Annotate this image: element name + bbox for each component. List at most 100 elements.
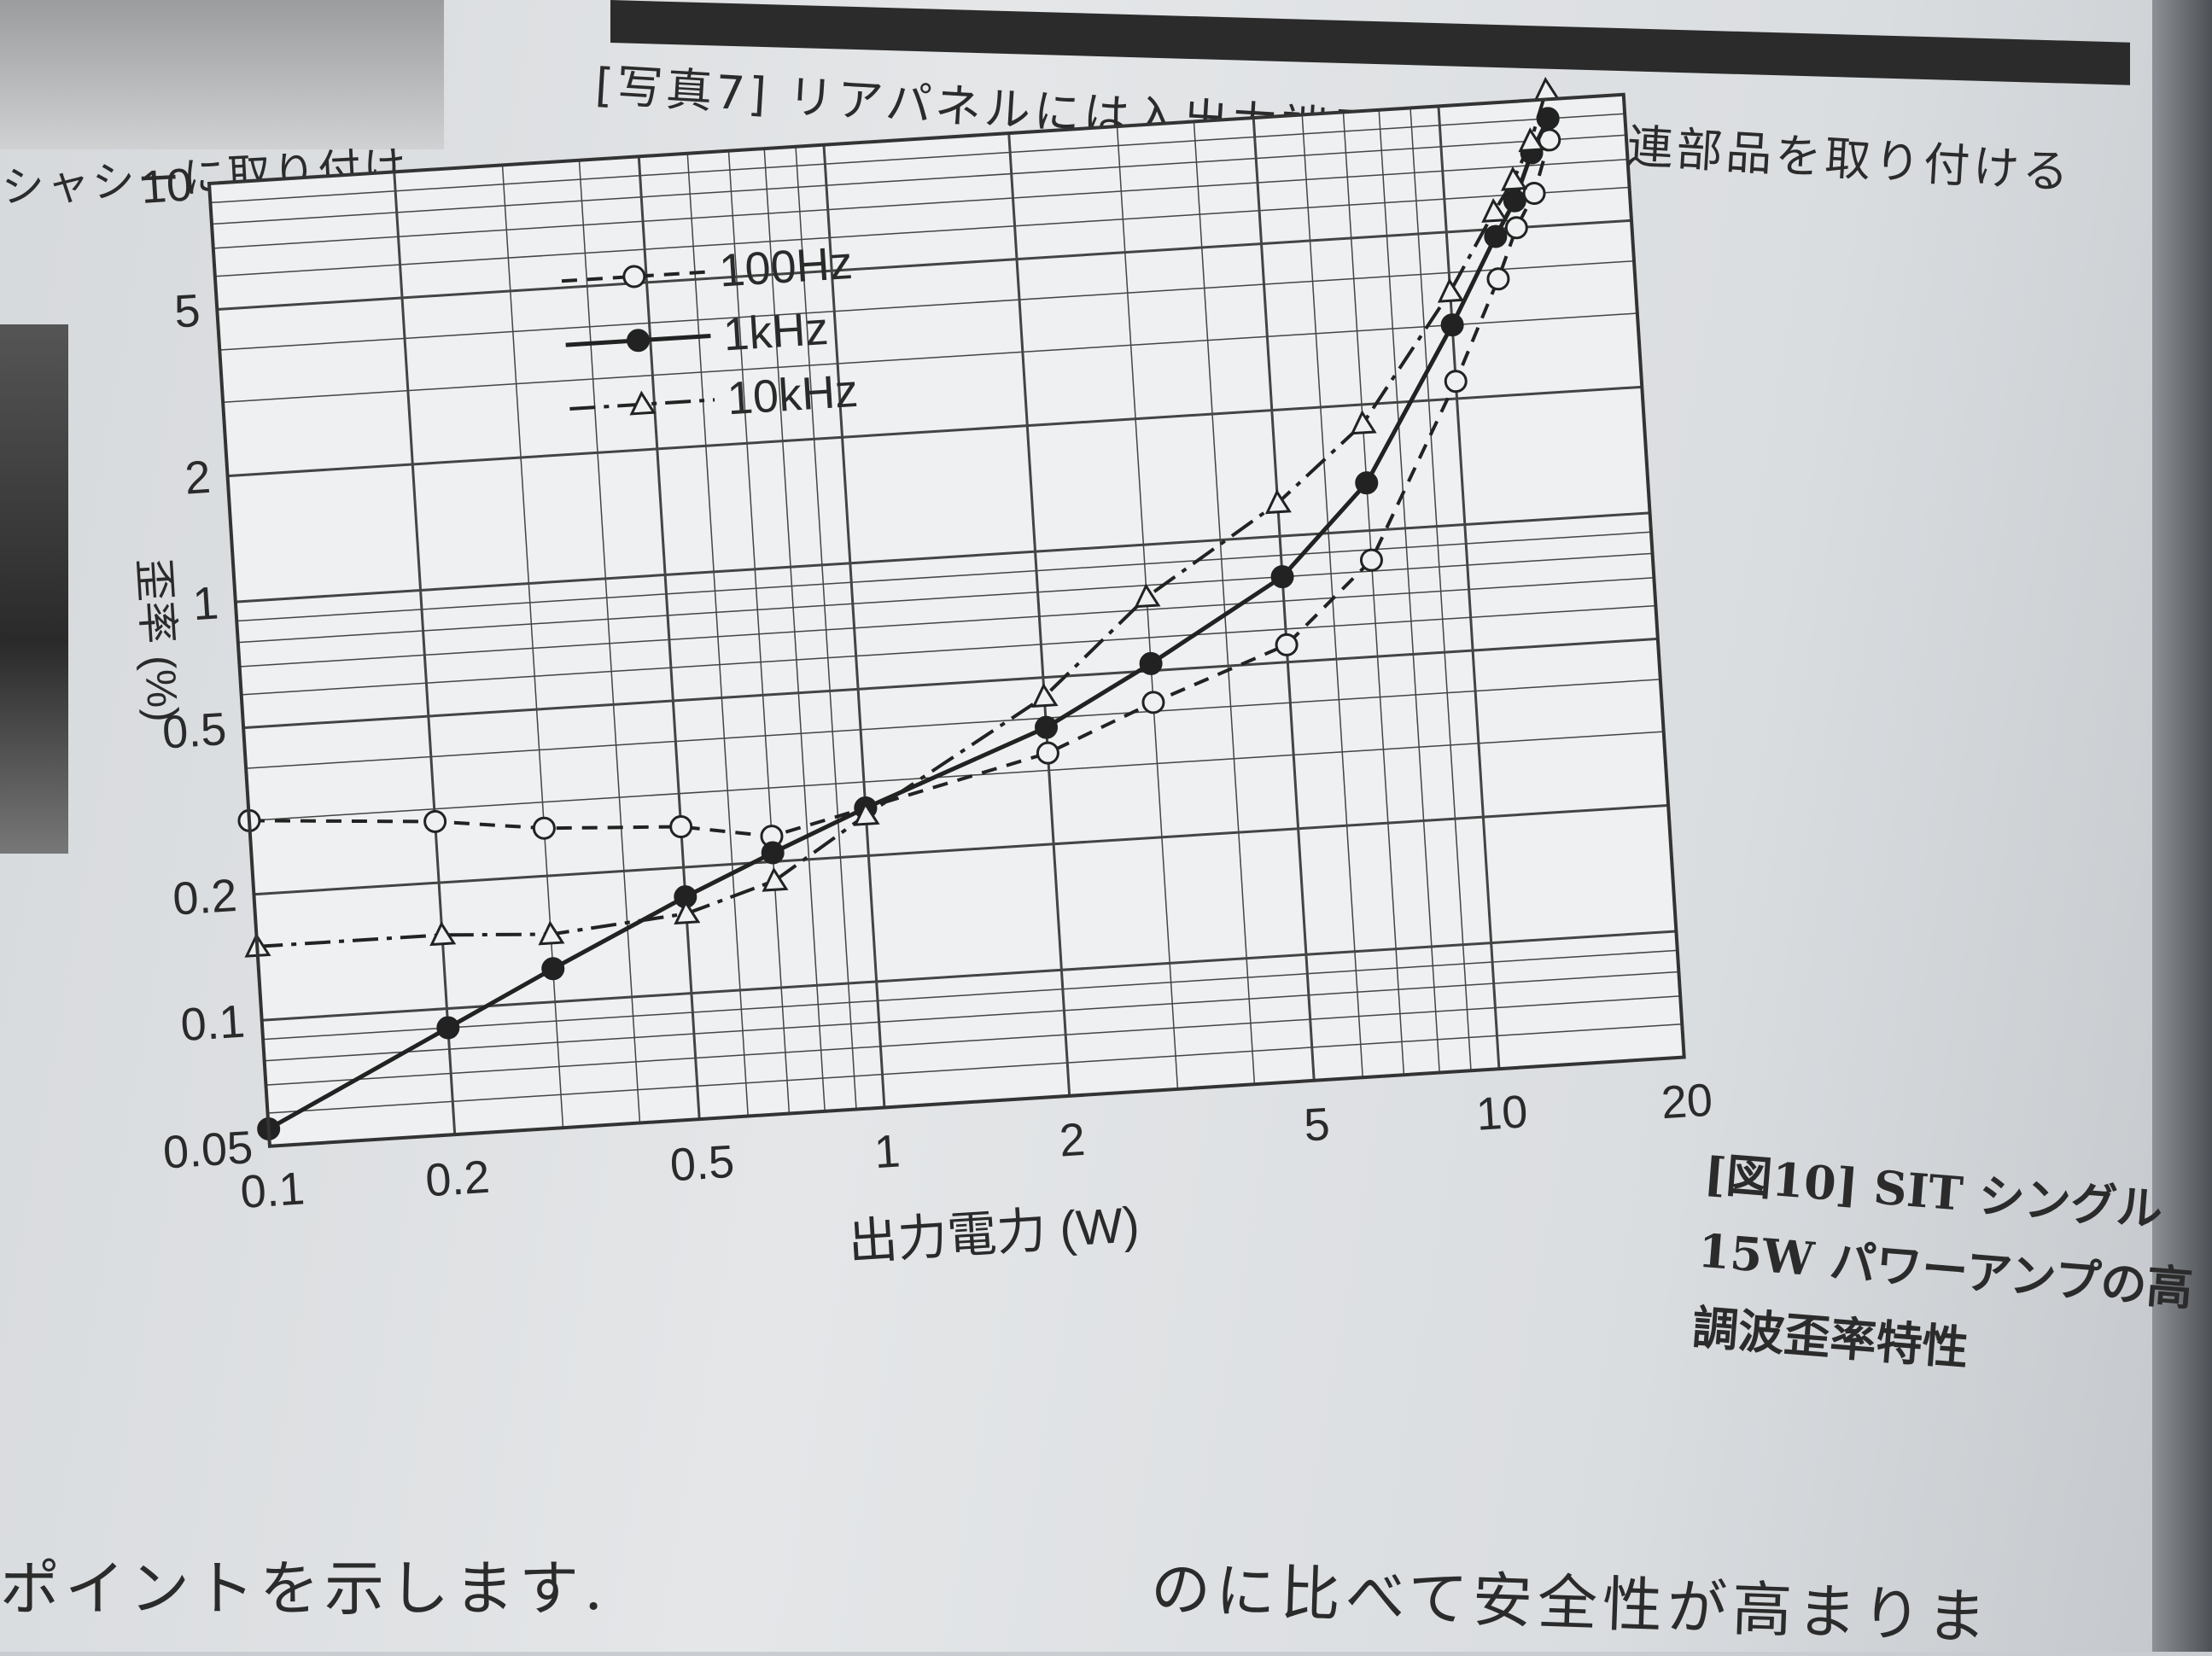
x-tick-label: 1 — [873, 1125, 902, 1178]
data-point-triangle — [674, 900, 701, 925]
data-point-open — [1359, 548, 1383, 572]
grid-line-y — [264, 971, 1679, 1062]
data-point-filled — [1139, 651, 1163, 675]
grid-line-x — [1378, 109, 1440, 1073]
data-point-open — [1141, 691, 1165, 714]
grid-line-y — [211, 134, 1626, 225]
grid-line-y — [223, 312, 1637, 404]
grid-line-x — [1409, 108, 1472, 1071]
data-point-triangle — [1350, 410, 1377, 435]
data-point-filled — [761, 841, 785, 865]
data-point-open — [1504, 216, 1528, 240]
grid-line-y — [263, 949, 1678, 1041]
data-point-triangle — [629, 390, 657, 416]
grid-line-y — [214, 186, 1630, 277]
data-point-triangle — [1031, 683, 1059, 708]
photo-fragment-top-left — [0, 0, 444, 149]
grid-line-x — [1342, 112, 1405, 1076]
data-point-filled — [1270, 565, 1294, 589]
data-point-filled — [436, 1016, 460, 1040]
data-point-open — [1275, 633, 1299, 656]
plot-frame — [207, 92, 1686, 1148]
grid-line-x — [1252, 117, 1316, 1081]
grid-line-x — [727, 150, 791, 1114]
figure-caption: [図10] SIT シングル 15W パワーアンプの高 調波歪率特性 — [1690, 1135, 2195, 1402]
legend-label: 1kHz — [721, 303, 830, 361]
grid-line-x — [578, 160, 641, 1123]
data-point-open — [1444, 370, 1468, 394]
y-tick-label: 0.5 — [161, 703, 228, 759]
legend-item: 100Hz — [561, 237, 855, 297]
data-point-triangle — [538, 920, 565, 946]
y-tick-label: 0.2 — [172, 870, 239, 925]
book-binding-shadow — [2152, 0, 2212, 1652]
grid-line-x — [686, 153, 749, 1117]
grid-line-y — [254, 803, 1669, 896]
y-tick-label: 1 — [191, 577, 220, 630]
data-point-open — [1522, 182, 1546, 206]
data-point-triangle — [429, 921, 457, 947]
y-tick-label: 2 — [184, 452, 213, 504]
data-point-filled — [1355, 471, 1379, 495]
y-tick-label: 0.05 — [161, 1122, 254, 1178]
data-point-filled — [1484, 224, 1508, 248]
data-point-triangle — [853, 801, 880, 826]
x-tick-label: 0.1 — [239, 1163, 306, 1218]
data-point-triangle — [1437, 277, 1464, 303]
data-point-filled — [1440, 313, 1464, 337]
grid-line-y — [266, 995, 1681, 1086]
data-point-triangle — [1481, 198, 1509, 223]
grid-line-x — [1116, 126, 1179, 1089]
y-tick-label: 10 — [139, 159, 194, 213]
grid-line-y — [236, 531, 1652, 622]
x-tick-label: 5 — [1303, 1099, 1332, 1152]
grid-line-y — [210, 113, 1625, 204]
y-tick-label: 5 — [172, 285, 201, 338]
x-tick-label: 10 — [1474, 1086, 1529, 1140]
grid-line-x — [1437, 106, 1501, 1070]
data-point-triangle — [762, 866, 789, 892]
grid-line-y — [267, 1023, 1683, 1114]
series-layer — [237, 76, 1561, 1140]
grid-line-y — [246, 679, 1660, 769]
grid-line-x — [1007, 132, 1071, 1096]
data-point-open — [1486, 267, 1510, 291]
data-point-filled — [541, 957, 565, 981]
plot-background — [209, 94, 1684, 1146]
grid-line-x — [637, 156, 701, 1120]
x-tick-label: 2 — [1058, 1114, 1087, 1167]
data-point-filled — [1503, 189, 1526, 213]
x-tick-label: 0.2 — [424, 1152, 492, 1207]
data-point-open — [669, 815, 693, 839]
grid-line-x — [763, 149, 826, 1111]
data-point-open — [423, 809, 447, 833]
data-point-open — [1036, 741, 1059, 765]
y-tick-label: 0.1 — [179, 996, 247, 1052]
grid-line-y — [261, 930, 1677, 1022]
grid-line-x — [1301, 114, 1363, 1078]
grid-line-y — [248, 731, 1664, 822]
x-tick-label: 20 — [1660, 1075, 1714, 1129]
body-text-left: ポイントを示します. — [0, 1554, 609, 1624]
legend-label: 100Hz — [718, 237, 855, 297]
grid-line-y — [241, 604, 1656, 696]
grid-line-x — [1193, 121, 1256, 1085]
grid-line-x — [795, 146, 857, 1110]
data-point-filled — [1536, 107, 1560, 131]
grid-line-y — [217, 219, 1632, 312]
grid-line-y — [235, 511, 1650, 604]
grid-line-y — [219, 260, 1635, 351]
x-axis-label: 出力電力 (W) — [847, 1197, 1141, 1270]
data-point-open — [532, 816, 556, 840]
data-point-triangle — [1264, 489, 1292, 515]
y-axis-label: 歪率 (%) — [130, 557, 188, 723]
grid-line-y — [237, 552, 1653, 644]
data-point-filled — [1035, 715, 1059, 739]
data-point-filled — [627, 329, 651, 353]
grid-line-y — [239, 577, 1655, 668]
grid-line-x — [822, 144, 886, 1108]
grid-line-y — [213, 158, 1628, 249]
